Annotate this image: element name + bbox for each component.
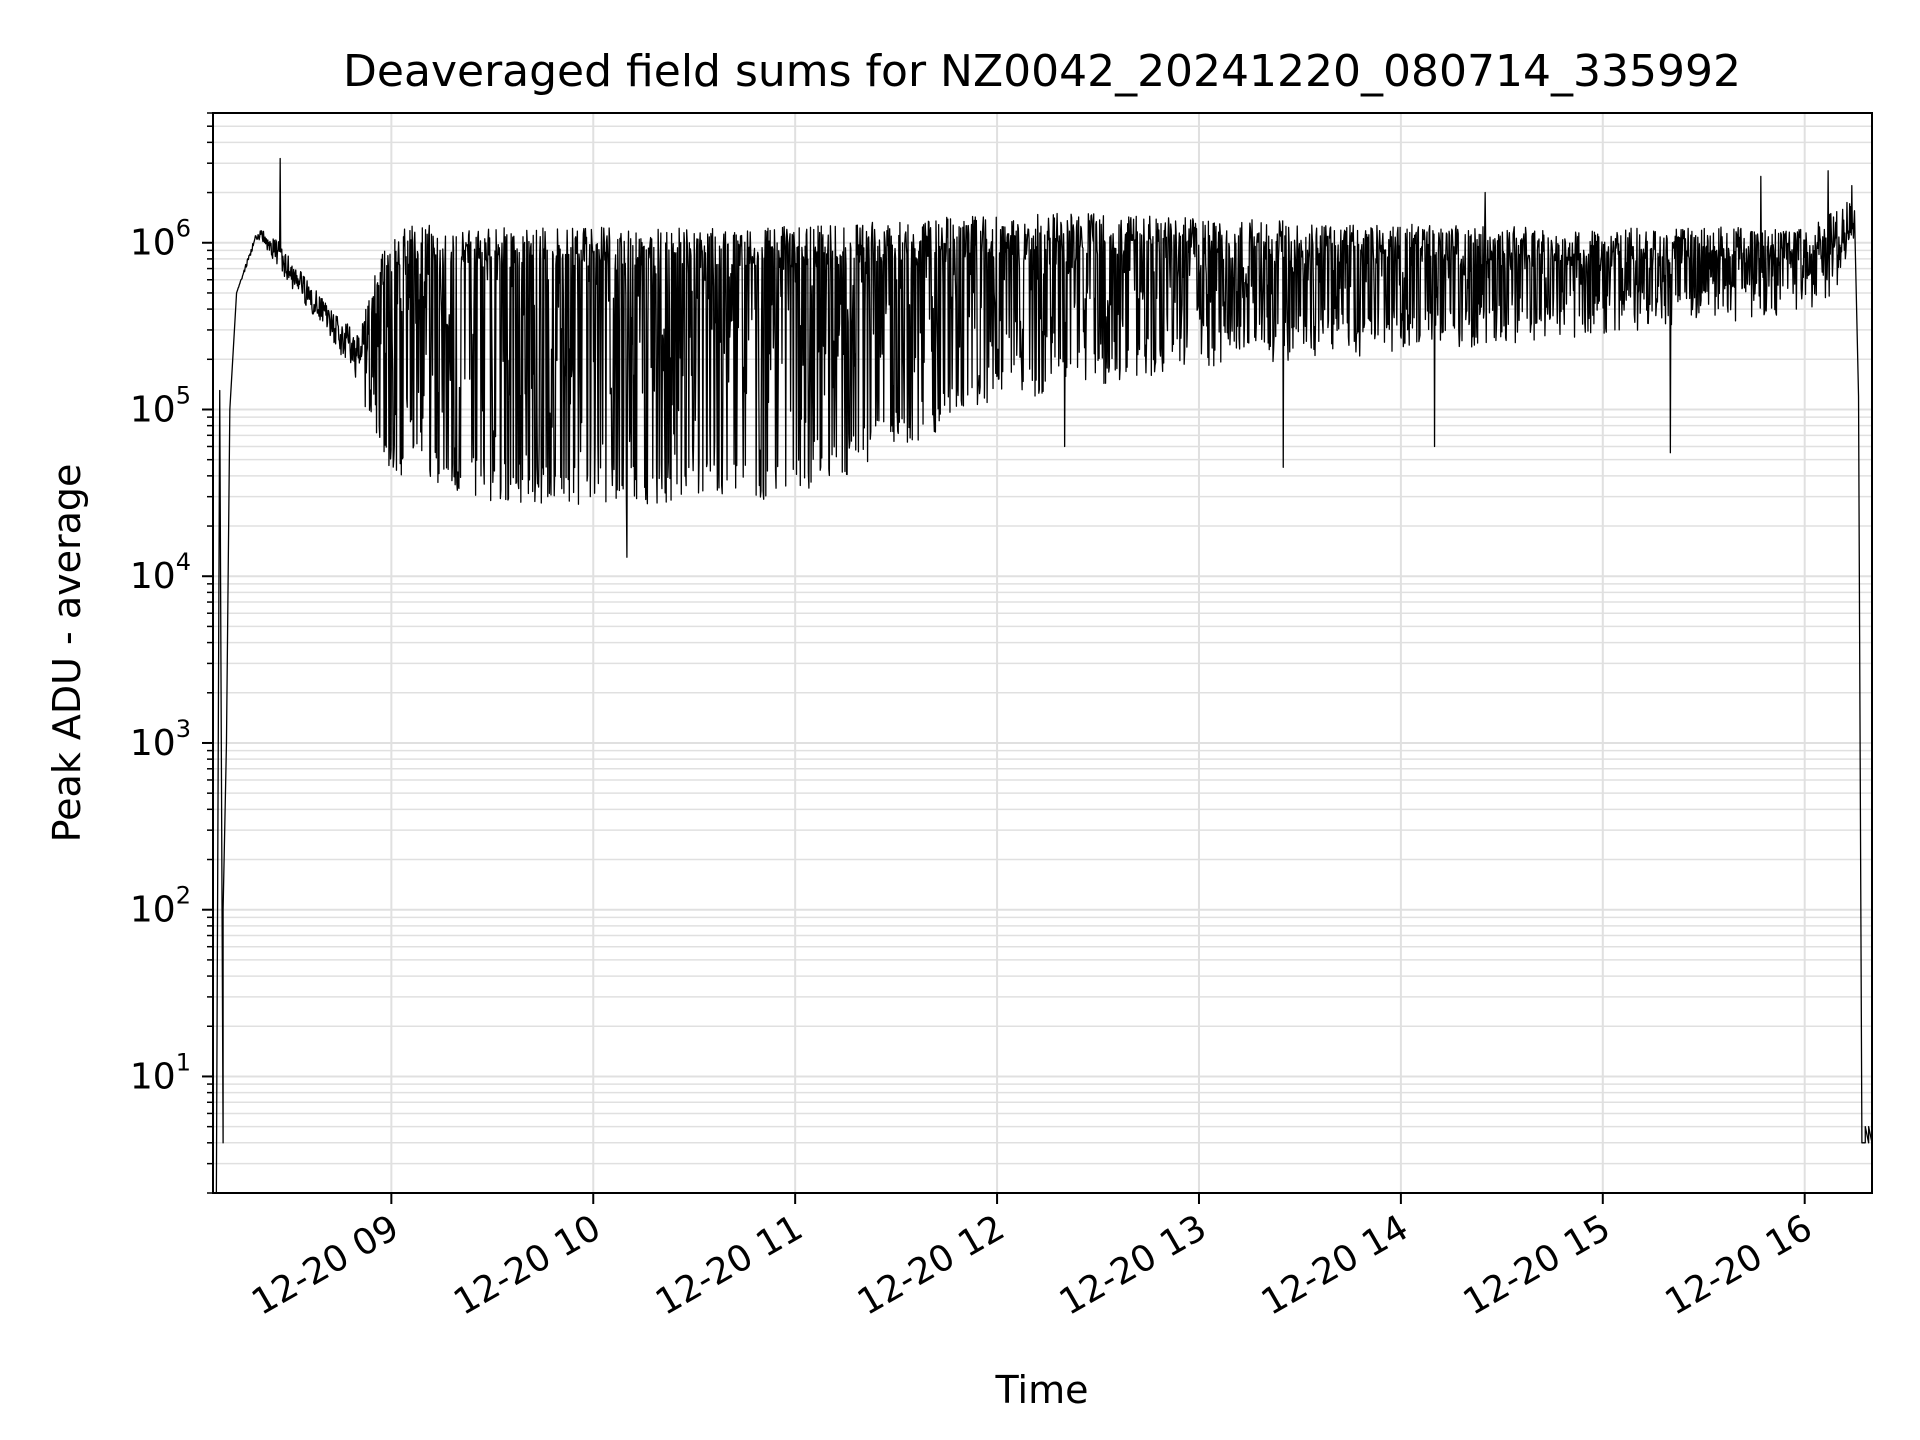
y-tick-label: 105: [130, 381, 191, 430]
y-tick-label: 103: [130, 715, 191, 764]
y-tick-base: 10: [130, 223, 176, 264]
y-tick-base: 10: [130, 389, 176, 430]
y-tick-exponent: 3: [176, 715, 191, 743]
y-tick-label: 101: [130, 1048, 191, 1097]
y-tick-label: 104: [130, 548, 191, 597]
y-tick-exponent: 4: [176, 548, 191, 576]
chart-title: Deaveraged field sums for NZ0042_2024122…: [343, 46, 1741, 97]
y-tick-exponent: 1: [176, 1048, 191, 1076]
y-tick-base: 10: [130, 723, 176, 764]
series-line: [215, 157, 1873, 1194]
y-tick-base: 10: [130, 556, 176, 597]
y-tick-label: 102: [130, 882, 191, 931]
plot-frame: [212, 112, 1873, 1194]
x-axis-label: Time: [995, 1368, 1089, 1412]
y-tick-base: 10: [130, 1056, 176, 1097]
y-tick-base: 10: [130, 890, 176, 931]
y-tick-exponent: 5: [176, 381, 191, 409]
series-path: [215, 157, 1873, 1194]
y-tick-exponent: 2: [176, 882, 191, 910]
y-tick-label: 106: [130, 215, 191, 264]
y-axis-label: Peak ADU - average: [45, 464, 89, 843]
y-tick-exponent: 6: [176, 215, 191, 243]
